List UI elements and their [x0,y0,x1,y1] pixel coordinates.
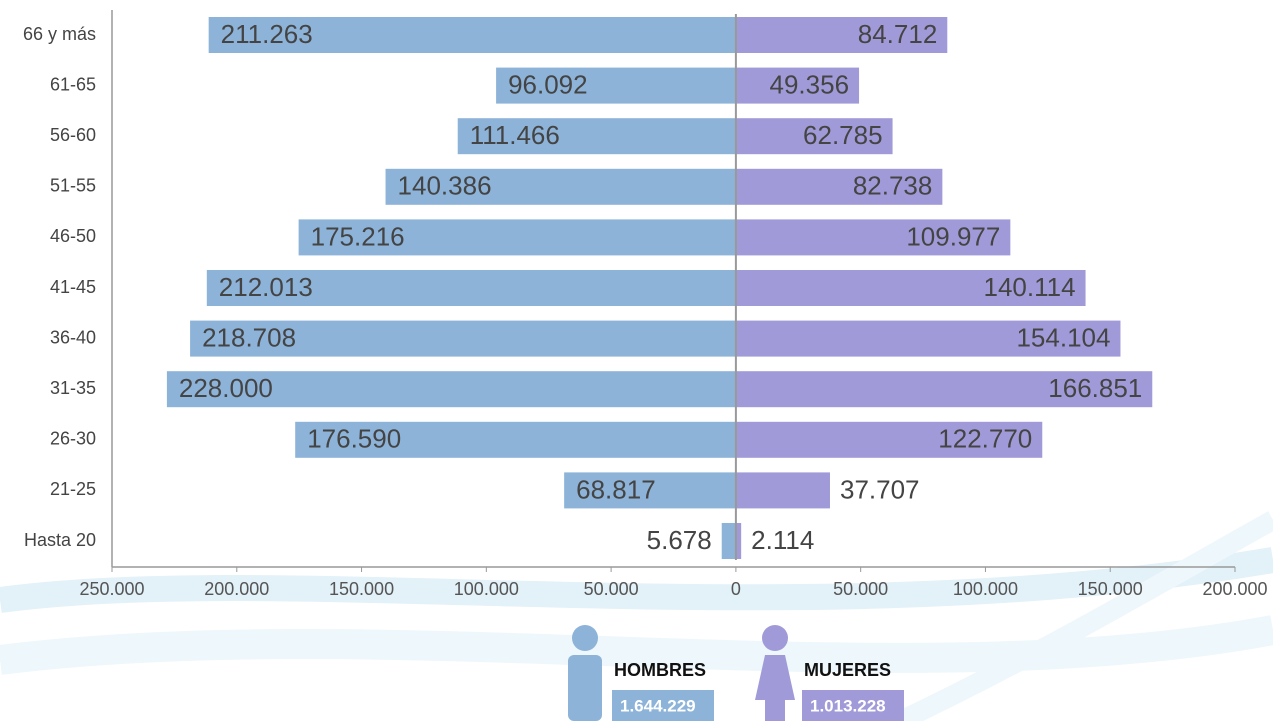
y-tick-label: 21-25 [50,479,96,499]
legend-total: 1.644.229 [620,696,696,715]
bar [298,219,736,256]
person-body [755,655,795,721]
legend-total: 1.013.228 [810,696,886,715]
data-label: 109.977 [906,221,1000,251]
bar [735,421,1043,458]
bar [166,371,736,408]
data-label: 82.738 [853,171,933,201]
person-body [568,655,602,721]
x-tick-label: 200.000 [1202,579,1267,599]
background-swoosh [0,511,1273,721]
bar [735,472,830,509]
x-tick-label: 0 [731,579,741,599]
bar [295,421,736,458]
x-tick-label: 150.000 [1078,579,1143,599]
y-tick-label: 31-35 [50,378,96,398]
bar [735,371,1153,408]
bar [385,168,736,205]
bar [208,17,736,53]
data-label: 2.114 [751,525,814,555]
bar [496,67,736,104]
data-label: 37.707 [840,474,920,504]
x-tick-label: 50.000 [584,579,639,599]
bar [564,472,736,509]
data-label: 5.678 [647,525,712,555]
data-label: 176.590 [307,424,401,454]
x-tick-label: 50.000 [833,579,888,599]
y-tick-label: 41-45 [50,277,96,297]
y-tick-label: 26-30 [50,429,96,449]
x-tick-label: 100.000 [454,579,519,599]
x-tick-label: 100.000 [953,579,1018,599]
y-tick-label: 66 y más [23,24,96,44]
bar [735,523,742,559]
data-label: 96.092 [508,69,588,99]
data-label: 140.386 [398,171,492,201]
data-label: 212.013 [219,272,313,302]
data-label: 62.785 [803,120,883,150]
y-tick-label: Hasta 20 [24,530,96,550]
y-tick-label: 36-40 [50,327,96,347]
bar [721,523,736,559]
x-tick-label: 250.000 [79,579,144,599]
data-label: 49.356 [770,69,850,99]
data-label: 68.817 [576,474,656,504]
bar [735,320,1121,357]
data-label: 218.708 [202,322,296,352]
bar [735,270,1086,306]
x-tick-label: 150.000 [329,579,394,599]
person-head [572,625,598,651]
data-label: 166.851 [1048,373,1142,403]
legend-item: HOMBRES 1.644.229 [568,625,714,721]
y-tick-label: 56-60 [50,125,96,145]
bar [457,118,736,155]
data-label: 122.770 [938,424,1032,454]
y-tick-label: 46-50 [50,226,96,246]
data-label: 211.263 [221,19,313,49]
x-tick-label: 200.000 [204,579,269,599]
data-label: 154.104 [1016,322,1110,352]
bar [735,118,893,155]
bar [206,270,736,306]
bar [735,67,860,104]
legend-label: MUJERES [804,660,891,680]
y-tick-label: 61-65 [50,74,96,94]
legend-label: HOMBRES [614,660,706,680]
bar [735,168,943,205]
data-label: 140.114 [983,272,1075,302]
legend-total-box [802,690,904,721]
bar [735,219,1011,256]
data-label: 228.000 [179,373,273,403]
data-label: 111.466 [470,120,560,150]
data-label: 84.712 [858,19,938,49]
person-head [762,625,788,651]
y-tick-label: 51-55 [50,176,96,196]
bar [735,17,948,53]
legend-total-box [612,690,714,721]
bar [190,320,736,357]
data-label: 175.216 [311,221,405,251]
legend-item: MUJERES 1.013.228 [755,625,904,721]
